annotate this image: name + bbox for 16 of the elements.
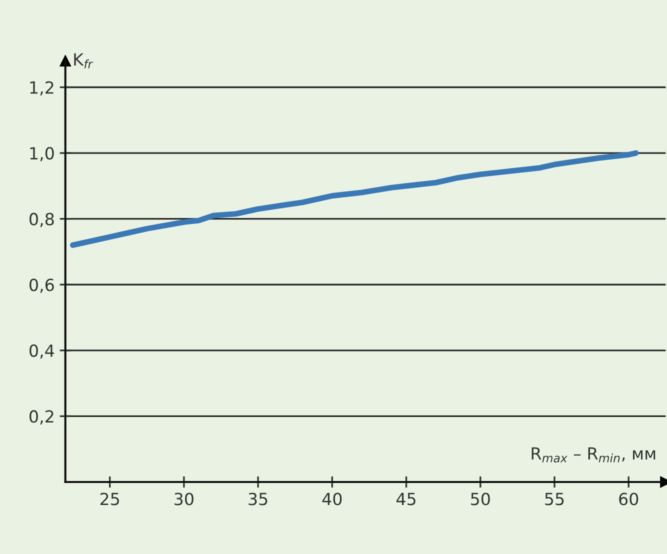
y-tick-label: 0,4	[30, 344, 54, 359]
y-tick-label: 0,8	[30, 212, 54, 228]
x-tick-label: 40	[322, 492, 342, 506]
x-tick-label: 45	[396, 492, 416, 506]
y-tick-label: 0,6	[30, 278, 54, 293]
x-axis-title: R$_{max}$ – R$_{min}$, мм	[532, 447, 656, 462]
x-tick-label: 25	[100, 492, 119, 506]
x-tick-label: 30	[174, 492, 194, 506]
y-tick-label: 1,2	[30, 81, 54, 96]
x-tick-label: 60	[619, 492, 638, 506]
y-tick-label: 1,0	[30, 147, 54, 162]
x-tick-label: 50	[471, 492, 490, 506]
y-tick-label: 0,2	[30, 410, 54, 424]
x-tick-label: 55	[545, 492, 564, 506]
y-axis-title: K$_{fr}$	[74, 53, 94, 68]
x-tick-label: 35	[248, 492, 268, 506]
